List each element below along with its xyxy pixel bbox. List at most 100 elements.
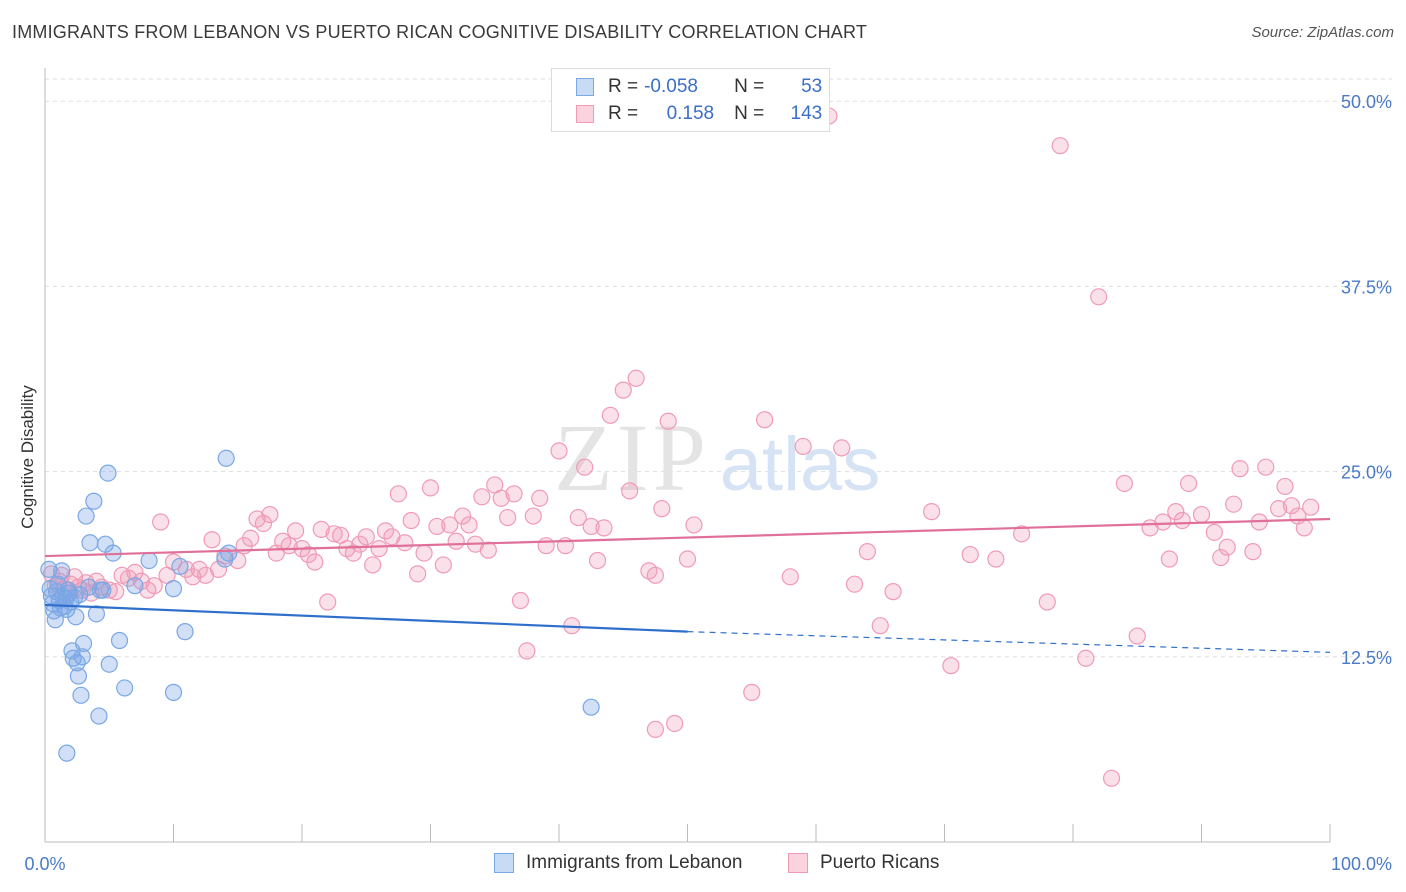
puerto-rican-point	[376, 522, 395, 540]
puerto-rican-point	[312, 520, 330, 538]
lebanon-point	[110, 631, 129, 650]
puerto-rican-point	[942, 657, 960, 675]
bottom-legend-lebanon: Immigrants from Lebanon	[494, 852, 743, 874]
puerto-rican-point	[357, 528, 375, 546]
puerto-rican-point	[415, 544, 433, 562]
y-tick-label: 25.0%	[1341, 463, 1392, 483]
puerto-rican-point	[1160, 550, 1178, 568]
puerto-rican-point	[1225, 495, 1243, 513]
puerto-rican-point	[100, 581, 118, 599]
puerto-rican-point	[1077, 649, 1095, 667]
puerto-rican-point	[1167, 503, 1185, 521]
puerto-rican-point	[460, 516, 478, 534]
lebanon-point	[73, 648, 91, 666]
y-tick-label: 50.0%	[1341, 92, 1392, 112]
lebanon-point	[100, 655, 118, 673]
puerto-rican-point	[434, 556, 452, 574]
puerto-rican-point	[190, 560, 208, 578]
legend-swatch-puerto-ricans	[576, 105, 594, 123]
puerto-rican-point	[203, 531, 221, 549]
puerto-rican-point	[511, 591, 530, 610]
puerto-rican-point	[492, 489, 510, 507]
puerto-rican-point	[319, 593, 337, 611]
puerto-rican-point	[402, 511, 420, 530]
lebanon-point	[67, 608, 85, 626]
lebanon-trend-line	[44, 603, 688, 633]
legend-r-label: R =	[608, 76, 639, 97]
puerto-rican-point	[621, 482, 639, 500]
lebanon-point	[176, 623, 194, 641]
puerto-rican-point	[447, 532, 465, 550]
puerto-rican-point	[1218, 538, 1236, 556]
legend-row-lebanon: R = -0.058 N = 53	[576, 74, 822, 100]
lebanon-point	[116, 679, 134, 697]
puerto-rican-point	[126, 563, 144, 581]
lebanon-point	[126, 577, 144, 595]
bottom-legend-swatch-puerto-ricans	[788, 853, 808, 873]
axes	[44, 68, 1331, 843]
puerto-rican-point	[428, 517, 446, 536]
puerto-rican-point	[685, 516, 703, 534]
puerto-rican-point	[923, 503, 941, 521]
puerto-rican-point	[454, 507, 472, 525]
puerto-rican-point	[1173, 511, 1191, 530]
lebanon-point	[90, 707, 108, 725]
x-tick-label-min: 0.0%	[24, 854, 65, 874]
puerto-rican-point	[1154, 513, 1172, 531]
puerto-rican-point	[409, 565, 427, 583]
tick-labels: 12.5% 25.0% 37.5% 50.0% 0.0% 100.0%	[24, 92, 1392, 874]
puerto-rican-point	[1180, 474, 1198, 493]
puerto-rican-point	[254, 514, 273, 533]
puerto-rican-point	[370, 540, 388, 558]
puerto-rican-point	[152, 513, 170, 531]
puerto-rican-point	[653, 500, 671, 518]
puerto-rican-point	[306, 553, 324, 571]
lebanon-point	[220, 544, 238, 562]
puerto-rican-point	[325, 525, 343, 543]
puerto-rican-point	[614, 381, 632, 399]
puerto-rican-point	[499, 508, 517, 527]
puerto-rican-point	[1269, 500, 1288, 518]
puerto-rican-point	[569, 508, 587, 527]
puerto-rican-point	[601, 406, 620, 424]
puerto-rican-point	[1012, 525, 1031, 543]
legend-r-label: R =	[608, 103, 639, 124]
lebanon-point	[164, 683, 183, 701]
legend-swatch-lebanon	[576, 78, 594, 96]
puerto-rican-point	[473, 488, 491, 506]
puerto-rican-point	[537, 537, 555, 555]
puerto-rican-point	[961, 545, 979, 564]
puerto-rican-point	[1192, 505, 1211, 524]
lebanon-point	[69, 667, 88, 685]
puerto-rican-point	[1205, 523, 1223, 541]
puerto-rican-point	[588, 551, 607, 570]
legend-n-label: N =	[734, 103, 765, 124]
puerto-rican-point	[678, 550, 697, 568]
puerto-rican-point	[845, 575, 864, 593]
puerto-rican-point	[1051, 137, 1069, 155]
watermark-zip: ZIP	[554, 404, 710, 511]
lebanon-trend-line-extension	[687, 631, 1331, 653]
puerto-rican-point	[1295, 519, 1313, 537]
puerto-rican-point	[441, 516, 459, 534]
lebanon-point	[74, 634, 93, 653]
puerto-rican-point	[833, 439, 851, 457]
lebanon-point	[81, 534, 99, 552]
puerto-rican-point	[550, 442, 568, 460]
puerto-rican-point	[884, 583, 902, 601]
gridlines	[45, 78, 1392, 658]
puerto-rican-point	[1212, 548, 1230, 567]
watermark-atlas: atlas	[720, 422, 881, 507]
correlation-legend: R = -0.058 N = 53 R = 0.158 N = 143	[551, 68, 830, 132]
puerto-rican-point	[1115, 474, 1134, 493]
legend-r-value: -0.058	[644, 76, 698, 97]
puerto-rican-point	[755, 411, 774, 429]
lebanon-point	[99, 464, 117, 482]
puerto-rican-point	[242, 529, 260, 547]
bottom-legend-swatch-lebanon	[494, 853, 514, 873]
lebanon-point	[140, 551, 158, 570]
puerto-rican-point	[531, 489, 549, 507]
trend-lines	[44, 517, 1331, 653]
puerto-rican-point	[1302, 498, 1320, 516]
puerto-rican-point	[794, 437, 812, 456]
